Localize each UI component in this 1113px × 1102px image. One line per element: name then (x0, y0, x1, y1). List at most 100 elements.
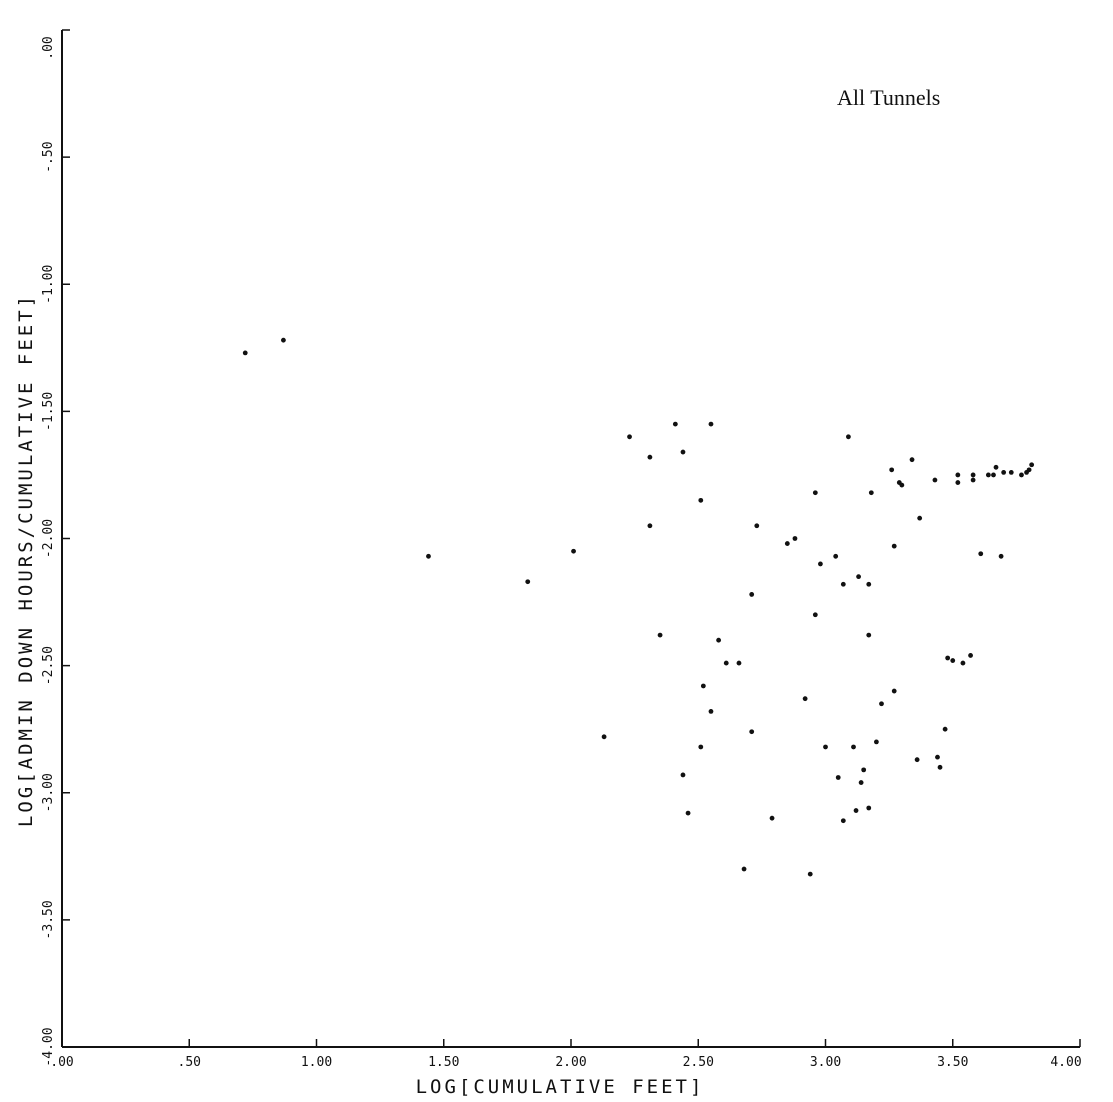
data-point (818, 561, 823, 567)
y-tick-label: -.50 (41, 141, 56, 172)
data-points (242, 337, 1035, 877)
data-point (866, 632, 872, 638)
x-axis-ticks: .00 .50 1.00 1.50 2.00 2.50 3.00 3.50 4.00 (50, 1039, 1082, 1070)
y-tick-label: .00 (41, 36, 56, 59)
data-point (657, 632, 663, 638)
x-tick-label: 2.50 (683, 1055, 714, 1070)
data-point (874, 739, 879, 745)
data-point (868, 490, 874, 496)
data-point (601, 734, 607, 740)
x-tick-label: 1.00 (301, 1055, 332, 1070)
data-point (807, 871, 813, 877)
data-point (812, 490, 818, 496)
data-point (909, 457, 915, 463)
data-point (866, 581, 872, 587)
data-point (879, 701, 884, 707)
data-point (700, 683, 706, 689)
data-point (792, 536, 798, 541)
data-point (823, 744, 828, 750)
data-point (917, 515, 923, 521)
data-point (1026, 467, 1032, 473)
data-point (993, 464, 999, 470)
data-point (937, 764, 943, 770)
data-point (716, 637, 722, 643)
data-point (802, 696, 808, 702)
y-tick-label: -4.00 (41, 1027, 56, 1066)
data-point (914, 757, 920, 763)
data-point (968, 653, 973, 658)
data-point (891, 543, 897, 549)
data-point (851, 744, 856, 750)
data-point (672, 421, 678, 427)
data-point (955, 472, 961, 478)
data-point (991, 472, 996, 478)
data-point (935, 754, 940, 760)
y-tick-label: -2.00 (41, 519, 56, 558)
data-point (736, 660, 742, 666)
data-point (840, 818, 846, 824)
data-point (708, 708, 714, 714)
data-point (680, 772, 686, 778)
data-point (627, 434, 632, 440)
x-tick-label: 1.50 (428, 1055, 459, 1070)
data-point (698, 744, 704, 750)
data-point (853, 808, 859, 813)
data-point (784, 541, 790, 546)
data-point (833, 553, 839, 559)
data-point (932, 477, 938, 483)
y-tick-label: -3.00 (41, 773, 56, 812)
data-point (647, 523, 653, 529)
y-axis-title: LOG[ADMIN DOWN HOURS/CUMULATIVE FEET] (15, 293, 37, 827)
data-point (242, 350, 248, 356)
data-point (749, 592, 755, 597)
data-point (1029, 462, 1035, 468)
data-point (835, 775, 841, 780)
data-point (856, 574, 861, 580)
data-point (708, 421, 714, 427)
data-point (741, 866, 747, 872)
data-point (998, 553, 1004, 559)
data-point (647, 454, 653, 460)
data-point (866, 805, 872, 811)
data-point (525, 579, 531, 585)
data-point (970, 472, 976, 478)
x-tick-label: 3.00 (810, 1055, 841, 1070)
data-point (281, 337, 286, 343)
data-point (749, 729, 755, 735)
data-point (769, 815, 775, 821)
x-tick-label: 2.00 (555, 1055, 586, 1070)
y-axis-ticks: .00 -.50 -1.00 -1.50 -2.00 -2.50 -3.00 -3.50 -4.… (41, 29, 70, 1067)
chart-annotation: All Tunnels (837, 85, 940, 110)
data-point (985, 472, 991, 478)
data-point (1008, 469, 1014, 475)
data-point (950, 658, 956, 663)
x-axis-title: LOG[CUMULATIVE FEET] (416, 1076, 705, 1098)
y-tick-label: -1.00 (41, 265, 56, 304)
data-point (846, 434, 851, 440)
data-point (889, 467, 895, 473)
data-point (891, 688, 897, 694)
x-tick-label: 4.00 (1050, 1055, 1081, 1070)
data-point (571, 548, 576, 554)
data-point (754, 523, 760, 529)
x-tick-label: .00 (50, 1055, 73, 1070)
data-point (942, 726, 948, 732)
data-point (960, 660, 966, 666)
x-tick-label: 3.50 (937, 1055, 968, 1070)
data-point (858, 780, 864, 785)
x-tick-label: .50 (178, 1055, 201, 1070)
data-point (861, 767, 867, 773)
data-point (812, 612, 818, 618)
data-point (1019, 472, 1024, 478)
y-tick-label: -1.50 (41, 392, 56, 431)
data-point (978, 551, 984, 557)
data-point (955, 480, 961, 485)
data-point (970, 477, 976, 483)
data-point (945, 655, 951, 661)
data-point (899, 482, 905, 488)
data-point (723, 660, 729, 666)
data-point (680, 449, 686, 455)
data-point (840, 581, 846, 587)
y-tick-label: -3.50 (41, 900, 56, 939)
